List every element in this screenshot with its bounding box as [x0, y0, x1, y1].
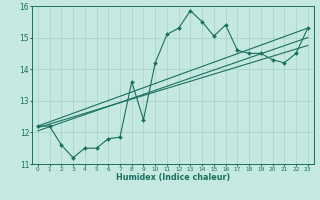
X-axis label: Humidex (Indice chaleur): Humidex (Indice chaleur) [116, 173, 230, 182]
